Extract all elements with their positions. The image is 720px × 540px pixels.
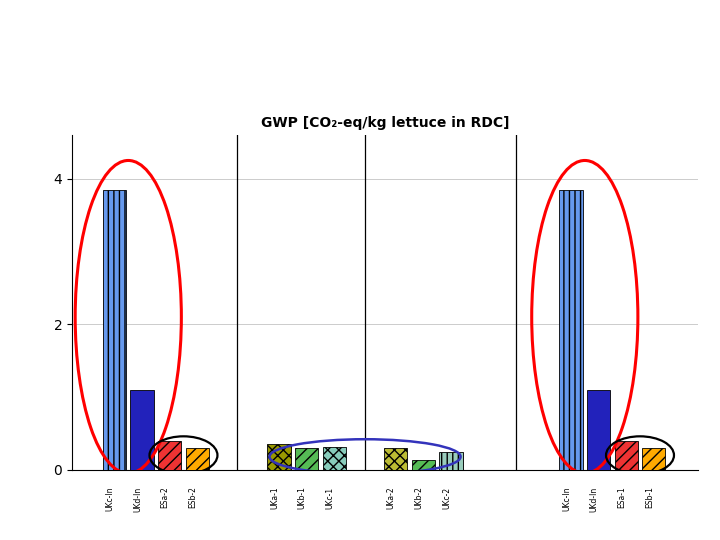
Text: UKc-2: UKc-2 [442,487,451,509]
Bar [439,453,463,470]
Text: UKd-In: UKd-In [590,487,598,512]
Bar [295,448,318,470]
Bar [559,190,582,470]
Bar [158,441,181,470]
Text: ESb-2: ESb-2 [189,487,197,509]
Text: UKd-In: UKd-In [133,487,142,512]
Bar [615,441,638,470]
Text: ESa-1: ESa-1 [617,487,626,508]
Text: ESb-1: ESb-1 [645,487,654,509]
Text: UKa-1: UKa-1 [270,487,279,509]
Bar [130,390,154,470]
Text: UKb-2: UKb-2 [415,487,423,509]
Bar [587,390,611,470]
Text: Greenhouse gas emissions for lettuce from
Spain and the UK: Greenhouse gas emissions for lettuce fro… [157,36,577,80]
Text: UKc-1: UKc-1 [325,487,334,509]
Text: UKc-In: UKc-In [562,487,571,511]
Bar [186,448,209,470]
Text: UKb-1: UKb-1 [297,487,307,509]
Bar [384,448,408,470]
Bar [642,448,665,470]
Bar [267,444,291,470]
Title: GWP [CO₂-eq/kg lettuce in RDC]: GWP [CO₂-eq/kg lettuce in RDC] [261,116,510,130]
Bar [323,447,346,470]
Bar [412,460,435,470]
Bar [103,190,126,470]
Text: UKa-2: UKa-2 [387,487,396,509]
Text: UKc-In: UKc-In [105,487,114,511]
Text: ESa-2: ESa-2 [161,487,170,508]
